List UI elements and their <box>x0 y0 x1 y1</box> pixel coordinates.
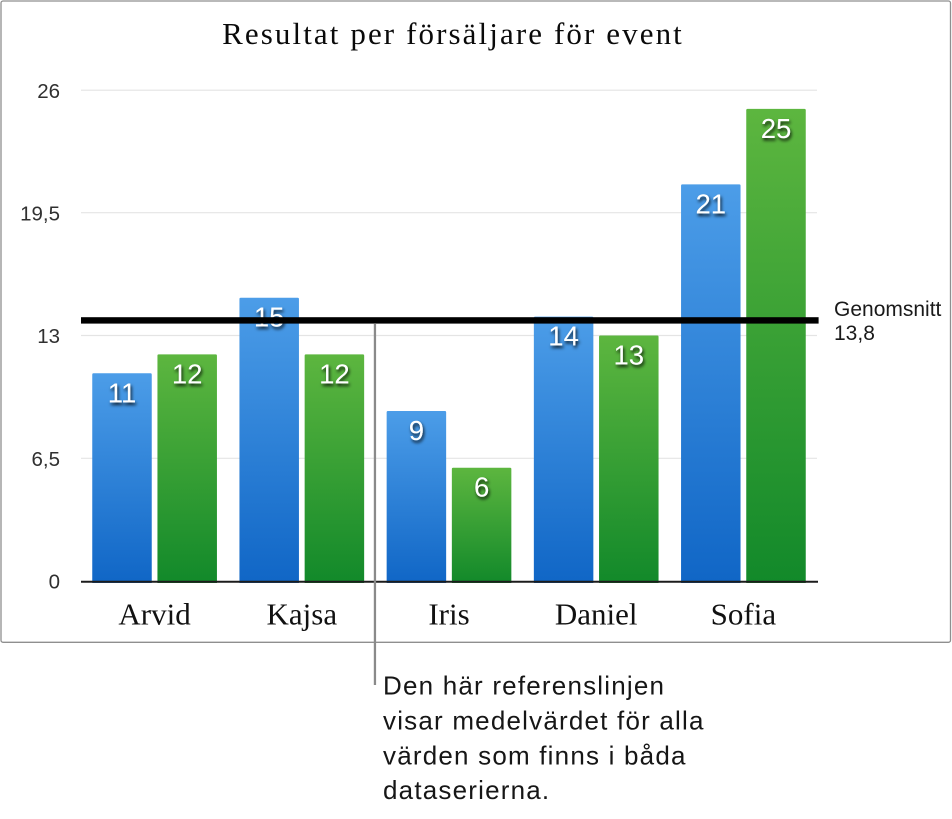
svg-text:13: 13 <box>37 325 60 348</box>
svg-text:12: 12 <box>319 358 350 389</box>
svg-text:13: 13 <box>614 340 645 371</box>
svg-text:6: 6 <box>474 472 489 503</box>
svg-text:visar medelvärdet för alla: visar medelvärdet för alla <box>383 705 705 735</box>
svg-text:25: 25 <box>761 113 792 144</box>
svg-text:13,8: 13,8 <box>834 322 875 345</box>
svg-text:Den här referenslinjen: Den här referenslinjen <box>383 671 665 701</box>
svg-text:19,5: 19,5 <box>20 202 60 225</box>
svg-text:värden som finns i båda: värden som finns i båda <box>383 740 687 770</box>
svg-text:Sofia: Sofia <box>711 597 777 632</box>
svg-text:Daniel: Daniel <box>555 597 638 632</box>
svg-text:12: 12 <box>172 358 203 389</box>
svg-text:Iris: Iris <box>428 597 469 632</box>
svg-text:21: 21 <box>696 188 727 219</box>
svg-text:dataserierna.: dataserierna. <box>383 775 550 805</box>
svg-text:Genomsnitt: Genomsnitt <box>834 298 942 321</box>
svg-text:0: 0 <box>49 571 60 594</box>
svg-text:6,5: 6,5 <box>32 448 61 471</box>
svg-text:14: 14 <box>548 321 579 352</box>
svg-text:11: 11 <box>108 377 137 408</box>
svg-text:26: 26 <box>37 80 60 103</box>
svg-text:9: 9 <box>409 415 424 446</box>
svg-text:Kajsa: Kajsa <box>267 597 338 632</box>
svg-text:Resultat per försäljare för ev: Resultat per försäljare för event <box>222 16 684 51</box>
svg-text:Arvid: Arvid <box>118 597 191 632</box>
